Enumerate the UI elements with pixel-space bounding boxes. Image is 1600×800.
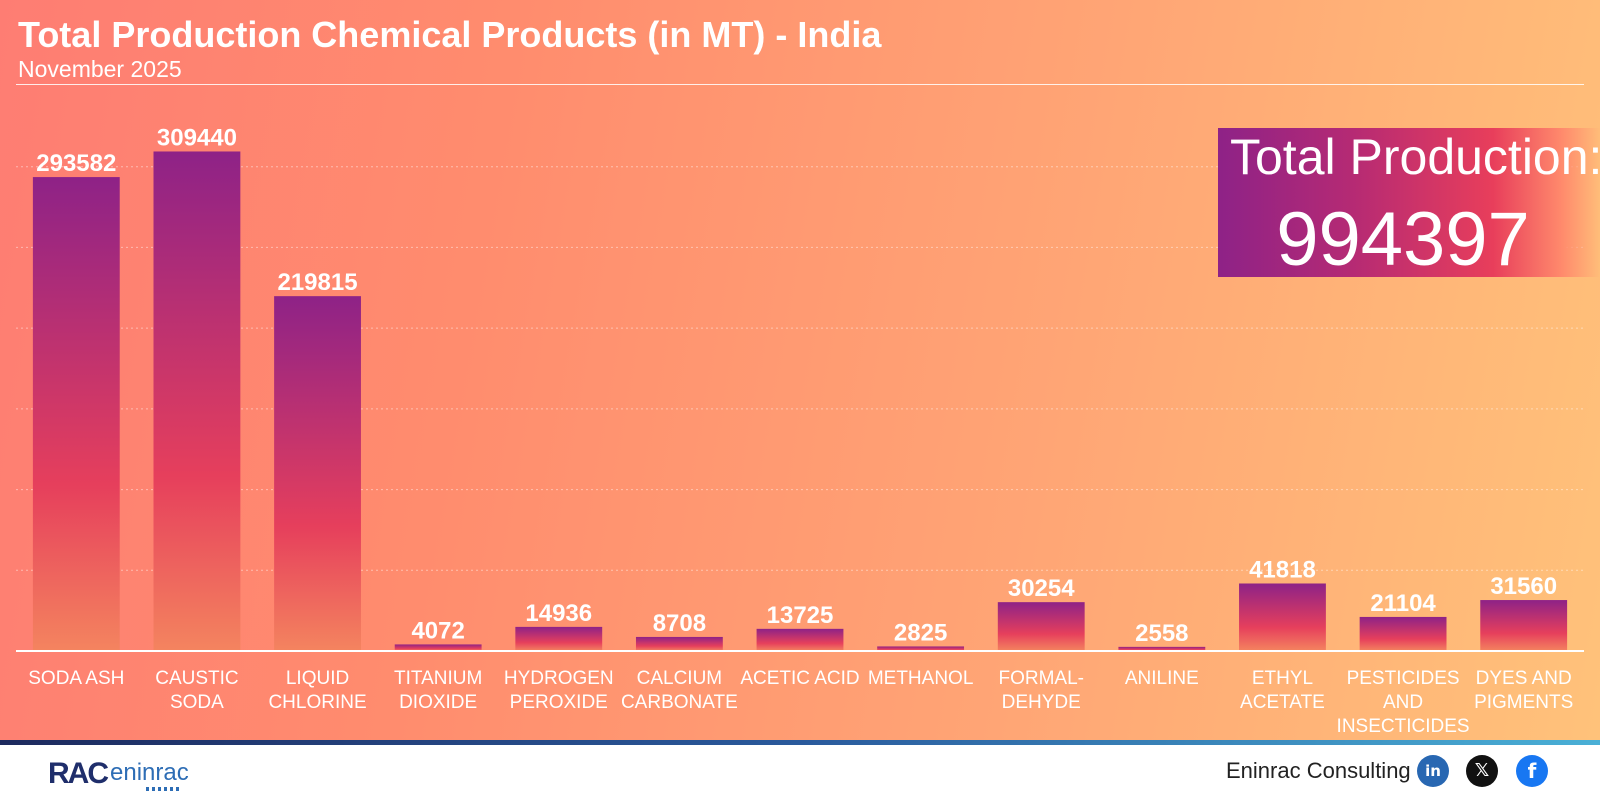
bar[interactable] — [1480, 600, 1568, 651]
title-divider — [16, 84, 1584, 85]
category-label: LIQUID CHLORINE — [268, 668, 366, 713]
bar[interactable] — [394, 644, 482, 651]
category-label: SODA ASH — [28, 668, 124, 689]
bar-value-label: 21104 — [1370, 590, 1436, 617]
chart-subtitle: November 2025 — [18, 56, 182, 82]
logo-text: eninrac — [110, 759, 189, 786]
logo-mark: RAC — [48, 757, 109, 790]
bar-value-label: 219815 — [277, 269, 357, 296]
bar-value-label: 293582 — [36, 150, 116, 177]
chart-title: Total Production Chemical Products (in M… — [18, 14, 882, 55]
bar[interactable] — [1239, 583, 1326, 651]
bar[interactable] — [877, 646, 965, 651]
bar[interactable] — [997, 602, 1085, 651]
facebook-icon[interactable]: f — [1516, 755, 1548, 787]
company-name: Eninrac Consulting — [1226, 758, 1411, 783]
bar-value-label: 2558 — [1135, 620, 1188, 647]
total-production-label: Total Production: — [1230, 129, 1600, 185]
category-label: ANILINE — [1125, 668, 1199, 689]
category-label: DYES AND PIGMENTS — [1474, 668, 1573, 713]
category-label: ETHYL ACETATE — [1240, 668, 1325, 713]
bar-value-label: 13725 — [767, 602, 834, 629]
bar-value-label: 41818 — [1249, 556, 1316, 583]
bar[interactable] — [1359, 616, 1447, 651]
bars — [32, 151, 1568, 651]
bar-chart: 293582 309440 219815 4072 14936 8708 13725 2825… — [28, 124, 1573, 737]
category-label: ACETIC ACID — [740, 668, 859, 689]
footer: RAC eninrac Eninrac Consulting in 𝕏 f — [0, 745, 1600, 800]
x-twitter-icon[interactable]: 𝕏 — [1466, 755, 1498, 787]
total-production-box: Total Production: 994397 — [1218, 128, 1600, 282]
bar[interactable] — [635, 636, 723, 651]
category-label: CALCIUM CARBONATE — [621, 668, 738, 713]
bar-value-label: 30254 — [1008, 575, 1075, 602]
bar-value-label: 14936 — [525, 600, 592, 627]
category-label: CAUSTIC SODA — [155, 668, 238, 713]
category-label: FORMAL-DEHYDE — [998, 668, 1084, 713]
company-logo: RAC eninrac — [48, 757, 189, 793]
linkedin-icon[interactable]: in — [1417, 755, 1449, 787]
bar-value-label: 2825 — [894, 619, 947, 646]
footer-stripe — [0, 740, 1600, 745]
bar-value-label: 31560 — [1490, 573, 1557, 600]
bar[interactable] — [756, 628, 844, 651]
total-production-value: 994397 — [1276, 197, 1530, 282]
bar-value-labels: 293582 309440 219815 4072 14936 8708 13725 2825… — [36, 124, 1557, 646]
logo-dots — [146, 787, 182, 791]
chart-canvas: Total Production Chemical Products (in M… — [0, 0, 1600, 740]
category-label: METHANOL — [868, 668, 974, 689]
bar[interactable] — [153, 151, 241, 651]
bar[interactable] — [32, 177, 120, 651]
bar[interactable] — [515, 626, 603, 651]
bar[interactable] — [274, 296, 361, 651]
bar-value-label: 309440 — [157, 124, 237, 151]
category-label: PESTICIDES AND INSECTICIDES — [1337, 668, 1470, 737]
bar-value-label: 4072 — [411, 617, 464, 644]
bar[interactable] — [1118, 646, 1206, 651]
category-labels: SODA ASH CAUSTIC SODA LIQUID CHLORINE TITANIU… — [28, 668, 1573, 737]
category-label: HYDROGEN PEROXIDE — [504, 668, 614, 713]
bar-value-label: 8708 — [653, 610, 706, 637]
category-label: TITANIUM DIOXIDE — [394, 668, 482, 713]
